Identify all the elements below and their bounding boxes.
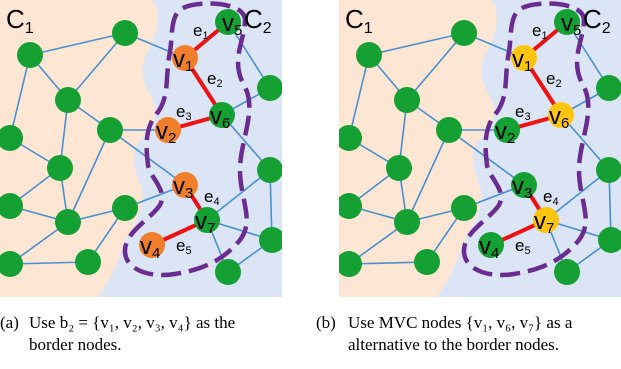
cluster-c1-region bbox=[0, 0, 158, 297]
graph-edge bbox=[545, 169, 610, 221]
graph-edge bbox=[348, 261, 428, 265]
graph-edge bbox=[227, 21, 271, 89]
graph-edge bbox=[368, 32, 465, 56]
graph-node bbox=[55, 87, 81, 113]
edge-label-e1: e1 bbox=[532, 21, 548, 42]
node-v7 bbox=[194, 207, 220, 233]
caption-line: Use MVC nodes {v₁, v₆, v₇} as a bbox=[348, 313, 573, 332]
graph-node bbox=[97, 117, 123, 143]
node-v6 bbox=[548, 102, 574, 128]
graph-node bbox=[356, 42, 382, 68]
graph-edge bbox=[206, 169, 271, 221]
graph-node bbox=[339, 125, 362, 151]
graph-node bbox=[17, 42, 43, 68]
node-label-v5: v5 bbox=[222, 10, 242, 39]
node-label-v1: v1 bbox=[512, 46, 532, 75]
graph-node bbox=[451, 195, 477, 221]
graph-edge bbox=[67, 32, 126, 101]
caption-line: Use b₂ = {v₁, v₂, v₃, v₄} as the bbox=[29, 313, 236, 332]
graph-edge bbox=[566, 21, 610, 89]
graph-node bbox=[394, 209, 420, 235]
graph-edge bbox=[406, 32, 465, 101]
edge-label-e5: e5 bbox=[515, 236, 531, 257]
graph-node bbox=[386, 155, 412, 181]
graph-node bbox=[436, 117, 462, 143]
node-label-v6: v6 bbox=[210, 103, 230, 132]
boundary-outline bbox=[461, 1, 591, 278]
graph-node bbox=[451, 20, 477, 46]
graph-node bbox=[0, 125, 23, 151]
graph-edge bbox=[348, 54, 370, 139]
node-label-v1: v1 bbox=[173, 46, 193, 75]
edge-label-e5: e5 bbox=[176, 236, 192, 257]
node-label-v5: v5 bbox=[561, 10, 581, 39]
graph-node bbox=[554, 259, 580, 285]
node-v3 bbox=[511, 172, 537, 198]
graph-node bbox=[257, 157, 282, 183]
graph-edge bbox=[9, 261, 89, 265]
node-v3 bbox=[172, 172, 198, 198]
node-v2 bbox=[155, 117, 181, 143]
edge-label-e4: e4 bbox=[543, 187, 559, 208]
caption-tag: (b) bbox=[316, 313, 336, 332]
graph-node bbox=[339, 193, 362, 219]
graph-node bbox=[0, 251, 23, 277]
edge-label-e1: e1 bbox=[193, 21, 209, 42]
edge-label-e2: e2 bbox=[546, 69, 562, 90]
graph-node bbox=[55, 209, 81, 235]
node-label-v6: v6 bbox=[549, 103, 569, 132]
graph-node bbox=[112, 195, 138, 221]
edge-label-e3: e3 bbox=[515, 102, 531, 123]
node-v7 bbox=[533, 207, 559, 233]
node-label-v4: v4 bbox=[479, 233, 499, 262]
cluster-c1-region bbox=[339, 0, 497, 297]
node-v1 bbox=[172, 45, 198, 71]
graph-node bbox=[414, 249, 440, 275]
graph-node bbox=[215, 259, 241, 285]
caption-tag: (a) bbox=[0, 313, 19, 332]
graph-node bbox=[257, 75, 282, 101]
node-v1 bbox=[511, 45, 537, 71]
node-label-v7: v7 bbox=[534, 208, 554, 237]
node-label-v2: v2 bbox=[156, 118, 176, 147]
node-label-v4: v4 bbox=[140, 233, 160, 262]
graph-node bbox=[259, 227, 282, 253]
node-label-v2: v2 bbox=[495, 118, 515, 147]
graph-node bbox=[0, 193, 23, 219]
node-v2 bbox=[494, 117, 520, 143]
graph-edge bbox=[9, 54, 31, 139]
cluster-label-c1: C1 bbox=[6, 4, 34, 37]
edge-label-e2: e2 bbox=[207, 69, 223, 90]
node-label-v3: v3 bbox=[173, 173, 193, 202]
graph-node bbox=[112, 20, 138, 46]
edge-label-e4: e4 bbox=[204, 187, 220, 208]
graph-edge bbox=[67, 129, 111, 223]
graph-node bbox=[598, 227, 621, 253]
graph-edge bbox=[406, 129, 450, 223]
node-v4 bbox=[478, 232, 504, 258]
graph-node bbox=[596, 75, 621, 101]
cluster-label-c2: C2 bbox=[583, 4, 611, 37]
graph-edge bbox=[29, 32, 126, 56]
node-label-v3: v3 bbox=[512, 173, 532, 202]
node-v5 bbox=[554, 9, 580, 35]
cluster-label-c2: C2 bbox=[244, 4, 272, 37]
graph-node bbox=[75, 249, 101, 275]
graph-node bbox=[596, 157, 621, 183]
boundary-outline bbox=[122, 1, 252, 278]
node-v4 bbox=[139, 232, 165, 258]
graph-node bbox=[339, 251, 362, 277]
caption-line: alternative to the border nodes. bbox=[348, 335, 560, 354]
edge-label-e3: e3 bbox=[176, 102, 192, 123]
node-v5 bbox=[215, 9, 241, 35]
graph-node bbox=[394, 87, 420, 113]
caption-line: border nodes. bbox=[29, 335, 122, 354]
node-v6 bbox=[209, 102, 235, 128]
node-label-v7: v7 bbox=[195, 208, 215, 237]
cluster-label-c1: C1 bbox=[345, 4, 373, 37]
graph-node bbox=[47, 155, 73, 181]
